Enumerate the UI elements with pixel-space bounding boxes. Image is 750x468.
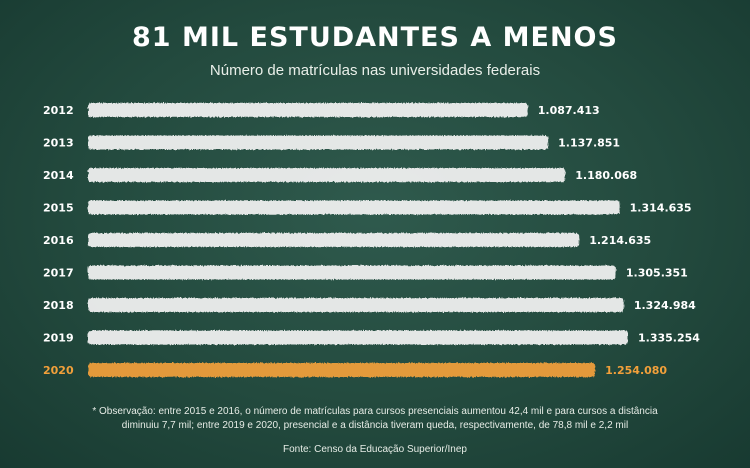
- value-label-2018: 1.324.984: [634, 299, 696, 312]
- year-label-2019: 2019: [43, 332, 74, 345]
- value-label-2014: 1.180.068: [575, 169, 637, 182]
- year-label-2013: 2013: [43, 137, 74, 150]
- value-label-2016: 1.214.635: [589, 234, 651, 247]
- bar-2018: [88, 298, 624, 312]
- bar-chart: 2012 1.087.413 2013 1.137.851 2014 1.180.068 2…: [43, 103, 700, 377]
- bar-2013: [88, 135, 549, 150]
- value-label-2013: 1.137.851: [558, 137, 620, 150]
- year-label-2016: 2016: [43, 234, 74, 247]
- year-label-2015: 2015: [43, 202, 74, 215]
- value-label-2020: 1.254.080: [605, 364, 667, 377]
- year-label-2014: 2014: [43, 169, 74, 182]
- value-label-2017: 1.305.351: [626, 267, 688, 280]
- bar-2015: [88, 200, 620, 215]
- year-label-2017: 2017: [43, 267, 74, 280]
- chart-source: Fonte: Censo da Educação Superior/Inep: [282, 444, 467, 455]
- value-label-2012: 1.087.413: [538, 104, 600, 117]
- value-label-2015: 1.314.635: [630, 202, 692, 215]
- year-label-2020: 2020: [43, 364, 74, 377]
- year-label-2012: 2012: [43, 104, 74, 117]
- chart-footnote: * Observação: entre 2015 e 2016, o númer…: [92, 406, 658, 431]
- bar-2020: [88, 363, 596, 377]
- chart-title: 81 MIL ESTUDANTES A MENOS: [132, 22, 618, 53]
- value-label-2019: 1.335.254: [638, 332, 700, 345]
- bar-2012: [88, 103, 528, 117]
- year-label-2018: 2018: [43, 299, 74, 312]
- bar-2016: [88, 233, 580, 247]
- chart-subtitle: Número de matrículas nas universidades f…: [209, 62, 541, 79]
- bar-2019: [88, 330, 628, 345]
- bar-2017: [88, 265, 616, 280]
- bar-2014: [88, 168, 566, 182]
